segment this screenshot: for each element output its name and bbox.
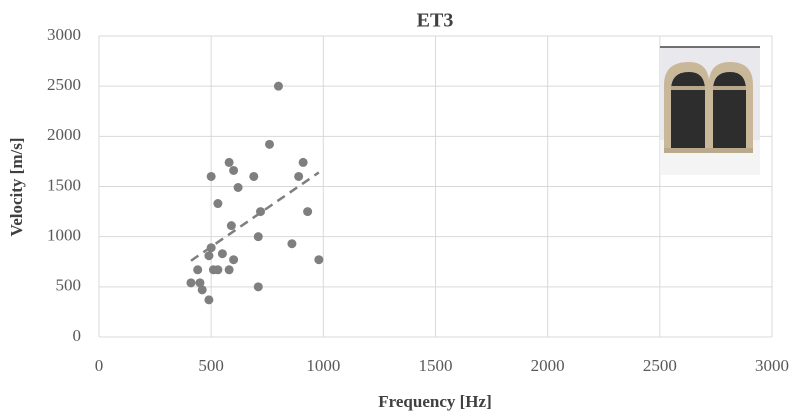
y-tick-label: 500 [56, 276, 82, 295]
data-point [186, 278, 196, 288]
data-point [264, 139, 274, 149]
x-tick-label: 2500 [643, 356, 677, 375]
data-point [206, 243, 216, 253]
data-point [298, 157, 308, 167]
y-tick-label: 1500 [47, 175, 81, 194]
data-point [303, 207, 313, 217]
y-tick-label: 2000 [47, 125, 81, 144]
x-tick-label: 0 [95, 356, 104, 375]
data-point [195, 278, 205, 288]
x-tick-label: 1500 [419, 356, 453, 375]
data-point [224, 265, 234, 275]
y-tick-label: 2500 [47, 75, 81, 94]
data-point [287, 239, 297, 249]
data-point [213, 199, 223, 209]
x-axis-label: Frequency [Hz] [378, 392, 491, 411]
x-tick-label: 1000 [306, 356, 340, 375]
plot [186, 81, 324, 305]
x-tick-label: 500 [198, 356, 224, 375]
x-tick-label: 2000 [531, 356, 565, 375]
data-point [217, 249, 227, 259]
data-point [206, 171, 216, 181]
grid [98, 35, 773, 338]
trend-line [190, 171, 320, 262]
data-point [229, 165, 239, 175]
data-point [314, 255, 324, 265]
data-point [233, 183, 243, 193]
y-tick-label: 3000 [47, 25, 81, 44]
data-point [204, 251, 214, 261]
data-point [204, 295, 214, 305]
y-tick-label: 0 [73, 326, 82, 345]
data-point [197, 285, 207, 295]
data-point [224, 157, 234, 167]
y-tick-label: 1000 [47, 226, 81, 245]
data-point [229, 255, 239, 265]
data-point [213, 265, 223, 275]
data-point [273, 81, 283, 91]
data-point [193, 265, 203, 275]
data-point [226, 221, 236, 231]
x-tick-label: 3000 [755, 356, 789, 375]
chart-title: ET3 [417, 10, 454, 32]
data-point [249, 171, 259, 181]
y-axis-label: Velocity [m/s] [7, 138, 26, 237]
data-point [253, 282, 263, 292]
data-point [253, 232, 263, 242]
inset-photo [660, 46, 760, 175]
data-point [294, 171, 304, 181]
